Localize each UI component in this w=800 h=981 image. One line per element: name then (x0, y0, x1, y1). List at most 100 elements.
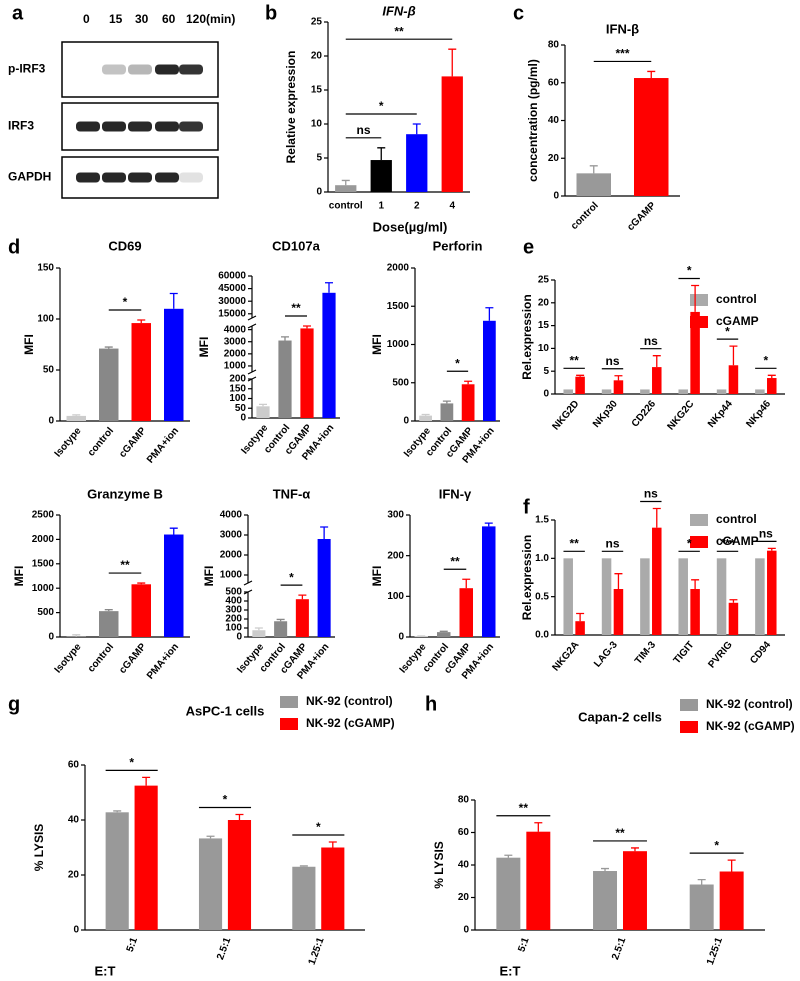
bar (335, 185, 357, 192)
significance-label: ns (356, 123, 370, 137)
bar (321, 847, 345, 930)
bar (370, 160, 392, 192)
x-tick-label: 2.5:1 (215, 936, 233, 962)
bar (440, 403, 454, 421)
error-bar (729, 345, 738, 366)
x-tick-label: 2.5:1 (610, 936, 628, 962)
y-tick-label: 400 (225, 596, 242, 607)
significance-label: ns (605, 354, 619, 368)
bar (640, 558, 650, 635)
y-tick-label: 30000 (218, 296, 246, 307)
x-tick-label: 2 (414, 201, 420, 212)
significance-label: * (223, 793, 228, 807)
y-axis-label: concentration (pg/ml) (526, 59, 540, 182)
error-bar (448, 48, 457, 77)
legend-swatch (690, 514, 708, 526)
bar (719, 871, 744, 930)
error-bar (421, 413, 430, 416)
legend-label: cGAMP (716, 314, 759, 328)
error-bar (601, 867, 610, 872)
chart-panel: 0 20 40 60 80 IFN-β c concentration (pg/ml) cont… (513, 2, 680, 233)
x-tick-label: Isotype (53, 425, 84, 459)
panel-letter: c (513, 2, 524, 24)
chart-panel: 0 20 40 60 AsPC-1 cells g % LYSIS E:T 5:1 2.5:1 1.… (8, 693, 395, 978)
x-tick-label: 4 (449, 201, 455, 212)
blot-band (102, 121, 126, 132)
error-bar (729, 599, 738, 603)
y-tick-label: 100 (387, 591, 404, 602)
axis-break (243, 580, 253, 586)
y-tick-label: 80 (548, 40, 560, 51)
x-axis-label: E:T (95, 963, 116, 978)
error-bar (341, 179, 350, 186)
significance-label: ns (644, 334, 658, 348)
y-tick-label: 0 (73, 925, 79, 936)
y-axis-label: MFI (22, 334, 36, 355)
error-bar (169, 527, 178, 535)
blot-band (128, 172, 152, 183)
y-axis-label: MFI (12, 566, 26, 587)
bar (419, 415, 432, 421)
y-axis-label: Rel.expression (520, 535, 534, 620)
bar (689, 884, 714, 930)
panel-letter: a (12, 2, 24, 24)
bar (728, 602, 739, 635)
y-tick-label: 0 (553, 191, 559, 202)
bar (274, 621, 288, 637)
lane-label: 60 (162, 12, 176, 26)
y-tick-label: 0 (398, 632, 404, 643)
bar (767, 378, 777, 394)
significance-label: * (725, 324, 730, 338)
error-bar (767, 374, 776, 379)
significance-label: ** (291, 301, 301, 315)
bar (767, 550, 777, 635)
bar (134, 785, 158, 930)
error-bar (442, 400, 451, 404)
y-tick-label: 10 (311, 119, 323, 130)
panel-letter: f (523, 496, 530, 518)
x-tick-label: TIM-3 (633, 639, 658, 666)
legend-swatch (690, 536, 708, 548)
chart-panel: 0 5 10 15 20 25 e Rel.expression NKG2D NKp30 CD226… (520, 236, 785, 432)
error-bar (697, 878, 706, 885)
chart-title: IFN-β (606, 21, 639, 36)
significance-label: * (316, 820, 321, 834)
bar (716, 389, 727, 394)
x-tick-label: 1.25:1 (307, 936, 327, 967)
bar (640, 389, 650, 394)
axis-break (247, 369, 257, 375)
chart-panel: 0100200300IFN-γMFIIsotypecontrolcGAMPPMA… (370, 486, 500, 682)
y-tick-label: 500 (37, 607, 54, 618)
blot-band (102, 64, 126, 75)
y-axis-label: % LYSIS (432, 841, 446, 889)
y-tick-label: 300 (225, 605, 242, 616)
bar (252, 630, 266, 637)
error-bar (104, 609, 113, 612)
error-bar (113, 810, 122, 813)
chart-title: AsPC-1 cells (186, 703, 265, 718)
bar (652, 367, 662, 394)
y-tick-label: 1000 (224, 361, 247, 372)
significance-label: ** (450, 554, 460, 568)
bar (526, 831, 551, 930)
y-tick-label: 1500 (387, 301, 410, 312)
x-tick-label: NKp46 (744, 398, 773, 430)
error-bar (504, 854, 513, 858)
legend-label: cGAMP (716, 534, 759, 548)
y-tick-label: 0 (48, 416, 54, 427)
significance-label: * (687, 537, 692, 551)
legend-swatch (280, 718, 298, 730)
error-bar (137, 319, 146, 324)
y-tick-label: 200 (387, 550, 404, 561)
significance-label: * (687, 264, 692, 278)
chart-title: CD107a (272, 238, 320, 253)
error-bar (652, 355, 661, 368)
y-tick-label: 1500 (32, 558, 55, 569)
bar (278, 340, 292, 418)
x-tick-label: PMA+ion (145, 426, 181, 466)
x-tick-label: cGAMP (117, 425, 148, 460)
chart-panel: 0.0 0.5 1.0 1.5 f Rel.expression NKG2A LAG-3 TIM… (520, 487, 785, 673)
bar (131, 323, 151, 421)
error-bar (727, 859, 736, 872)
blot-band (76, 121, 100, 132)
